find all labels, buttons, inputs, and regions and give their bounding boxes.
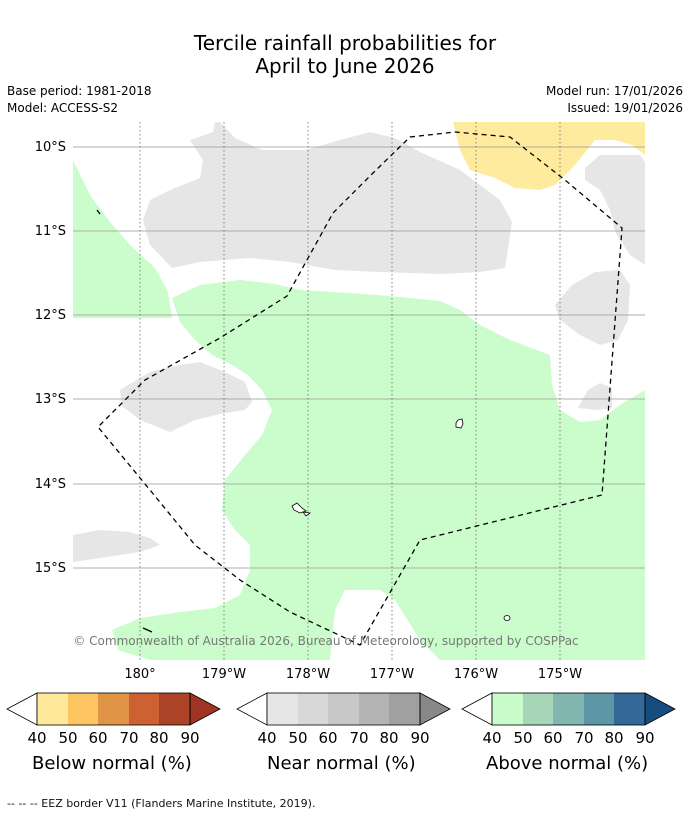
- legend-over-arrow: [644, 692, 676, 726]
- island-east: [455, 418, 464, 429]
- legend-tick: 60: [543, 729, 562, 747]
- lat-label: 10°S: [35, 140, 66, 155]
- legend-near-normal: 40 50 60 70 80 90: [236, 692, 451, 747]
- lat-label: 13°S: [35, 392, 66, 407]
- near-normal-region-north: [143, 122, 512, 274]
- model-name: Model: ACCESS-S2: [7, 101, 119, 115]
- map-title-line1: Tercile rainfall probabilities for: [193, 31, 497, 55]
- above-normal-region-west: [73, 160, 172, 318]
- model-run: Model run: 17/01/2026: [545, 84, 683, 98]
- lon-label: 180°: [124, 667, 155, 682]
- legend-swatch: [98, 693, 129, 725]
- legend-swatch: [359, 693, 389, 725]
- legend-tick: 50: [288, 729, 307, 747]
- legend-swatch: [129, 693, 159, 725]
- legend-tick: 80: [604, 729, 623, 747]
- longitude-axis: 180° 179°W 178°W 177°W 176°W 175°W: [124, 667, 582, 682]
- lat-label: 11°S: [35, 224, 66, 239]
- legend-over-arrow: [419, 692, 451, 726]
- issued-date: Issued: 19/01/2026: [567, 101, 683, 115]
- legend-title-below: Below normal (%): [32, 753, 192, 774]
- near-normal-region-southwest: [73, 530, 160, 562]
- near-normal-region-west-small: [120, 362, 252, 432]
- near-normal-region-east-1: [585, 155, 645, 265]
- lon-label: 179°W: [202, 667, 246, 682]
- legend-tick: 80: [379, 729, 398, 747]
- legend-tick: 90: [410, 729, 429, 747]
- legend-under-arrow: [461, 692, 493, 726]
- longitude-gridlines: [139, 122, 561, 660]
- legend-title-above: Above normal (%): [486, 753, 649, 774]
- legend-swatch: [584, 693, 614, 725]
- legend-tick: 90: [180, 729, 199, 747]
- lat-label: 14°S: [35, 477, 66, 492]
- legend-swatch: [328, 693, 359, 725]
- legend-tick: 70: [349, 729, 368, 747]
- latitude-axis: 10°S 11°S 12°S 13°S 14°S 15°S: [35, 140, 66, 576]
- legend-tick: 40: [482, 729, 501, 747]
- legend-swatch: [298, 693, 328, 725]
- island-south: [503, 615, 511, 621]
- island-central: [291, 502, 307, 514]
- lon-label: 177°W: [370, 667, 414, 682]
- legend-under-arrow: [6, 692, 38, 726]
- legend-over-arrow: [189, 692, 221, 726]
- legend-swatch: [267, 693, 298, 725]
- lon-label: 175°W: [538, 667, 582, 682]
- eez-border-fragment: [142, 627, 153, 633]
- near-normal-region-east-3: [578, 383, 612, 410]
- legend-below-normal: 40 50 60 70 80 90: [6, 692, 221, 747]
- lat-label: 12°S: [35, 308, 66, 323]
- legend-tick: 40: [257, 729, 276, 747]
- legend-swatch: [492, 693, 523, 725]
- legend-under-arrow: [236, 692, 268, 726]
- legend-swatch: [553, 693, 584, 725]
- legend-swatch: [389, 693, 420, 725]
- legend-tick: 90: [635, 729, 654, 747]
- legend-tick: 60: [318, 729, 337, 747]
- near-normal-region-east-2: [555, 270, 630, 345]
- legend-swatch: [37, 693, 68, 725]
- legend-tick: 50: [513, 729, 532, 747]
- legend-above-normal: 40 50 60 70 80 90: [461, 692, 676, 747]
- map-title-line2: April to June 2026: [255, 54, 435, 78]
- legend-tick: 70: [119, 729, 138, 747]
- legend-tick: 80: [149, 729, 168, 747]
- lon-label: 176°W: [454, 667, 498, 682]
- legend-tick: 50: [58, 729, 77, 747]
- copyright-text: © Commonwealth of Australia 2026, Bureau…: [73, 634, 578, 648]
- eez-border-fragment: [96, 209, 101, 215]
- below-normal-region: [453, 122, 645, 190]
- latitude-gridlines: [73, 146, 645, 569]
- above-normal-region-main: [112, 280, 645, 660]
- legend-swatch: [614, 693, 645, 725]
- legend-swatch: [159, 693, 190, 725]
- lat-label: 15°S: [35, 561, 66, 576]
- eez-footnote: -- -- -- EEZ border V11 (Flanders Marine…: [7, 797, 316, 810]
- lon-label: 178°W: [286, 667, 330, 682]
- eez-border: [97, 131, 623, 646]
- legend-swatch: [68, 693, 98, 725]
- map-area: [73, 122, 645, 660]
- base-period: Base period: 1981-2018: [7, 84, 152, 98]
- legend-tick: 60: [88, 729, 107, 747]
- legend-tick: 40: [27, 729, 46, 747]
- island-central-small: [302, 511, 312, 517]
- legend-title-near: Near normal (%): [267, 753, 416, 774]
- legend-swatch: [523, 693, 553, 725]
- legend-tick: 70: [574, 729, 593, 747]
